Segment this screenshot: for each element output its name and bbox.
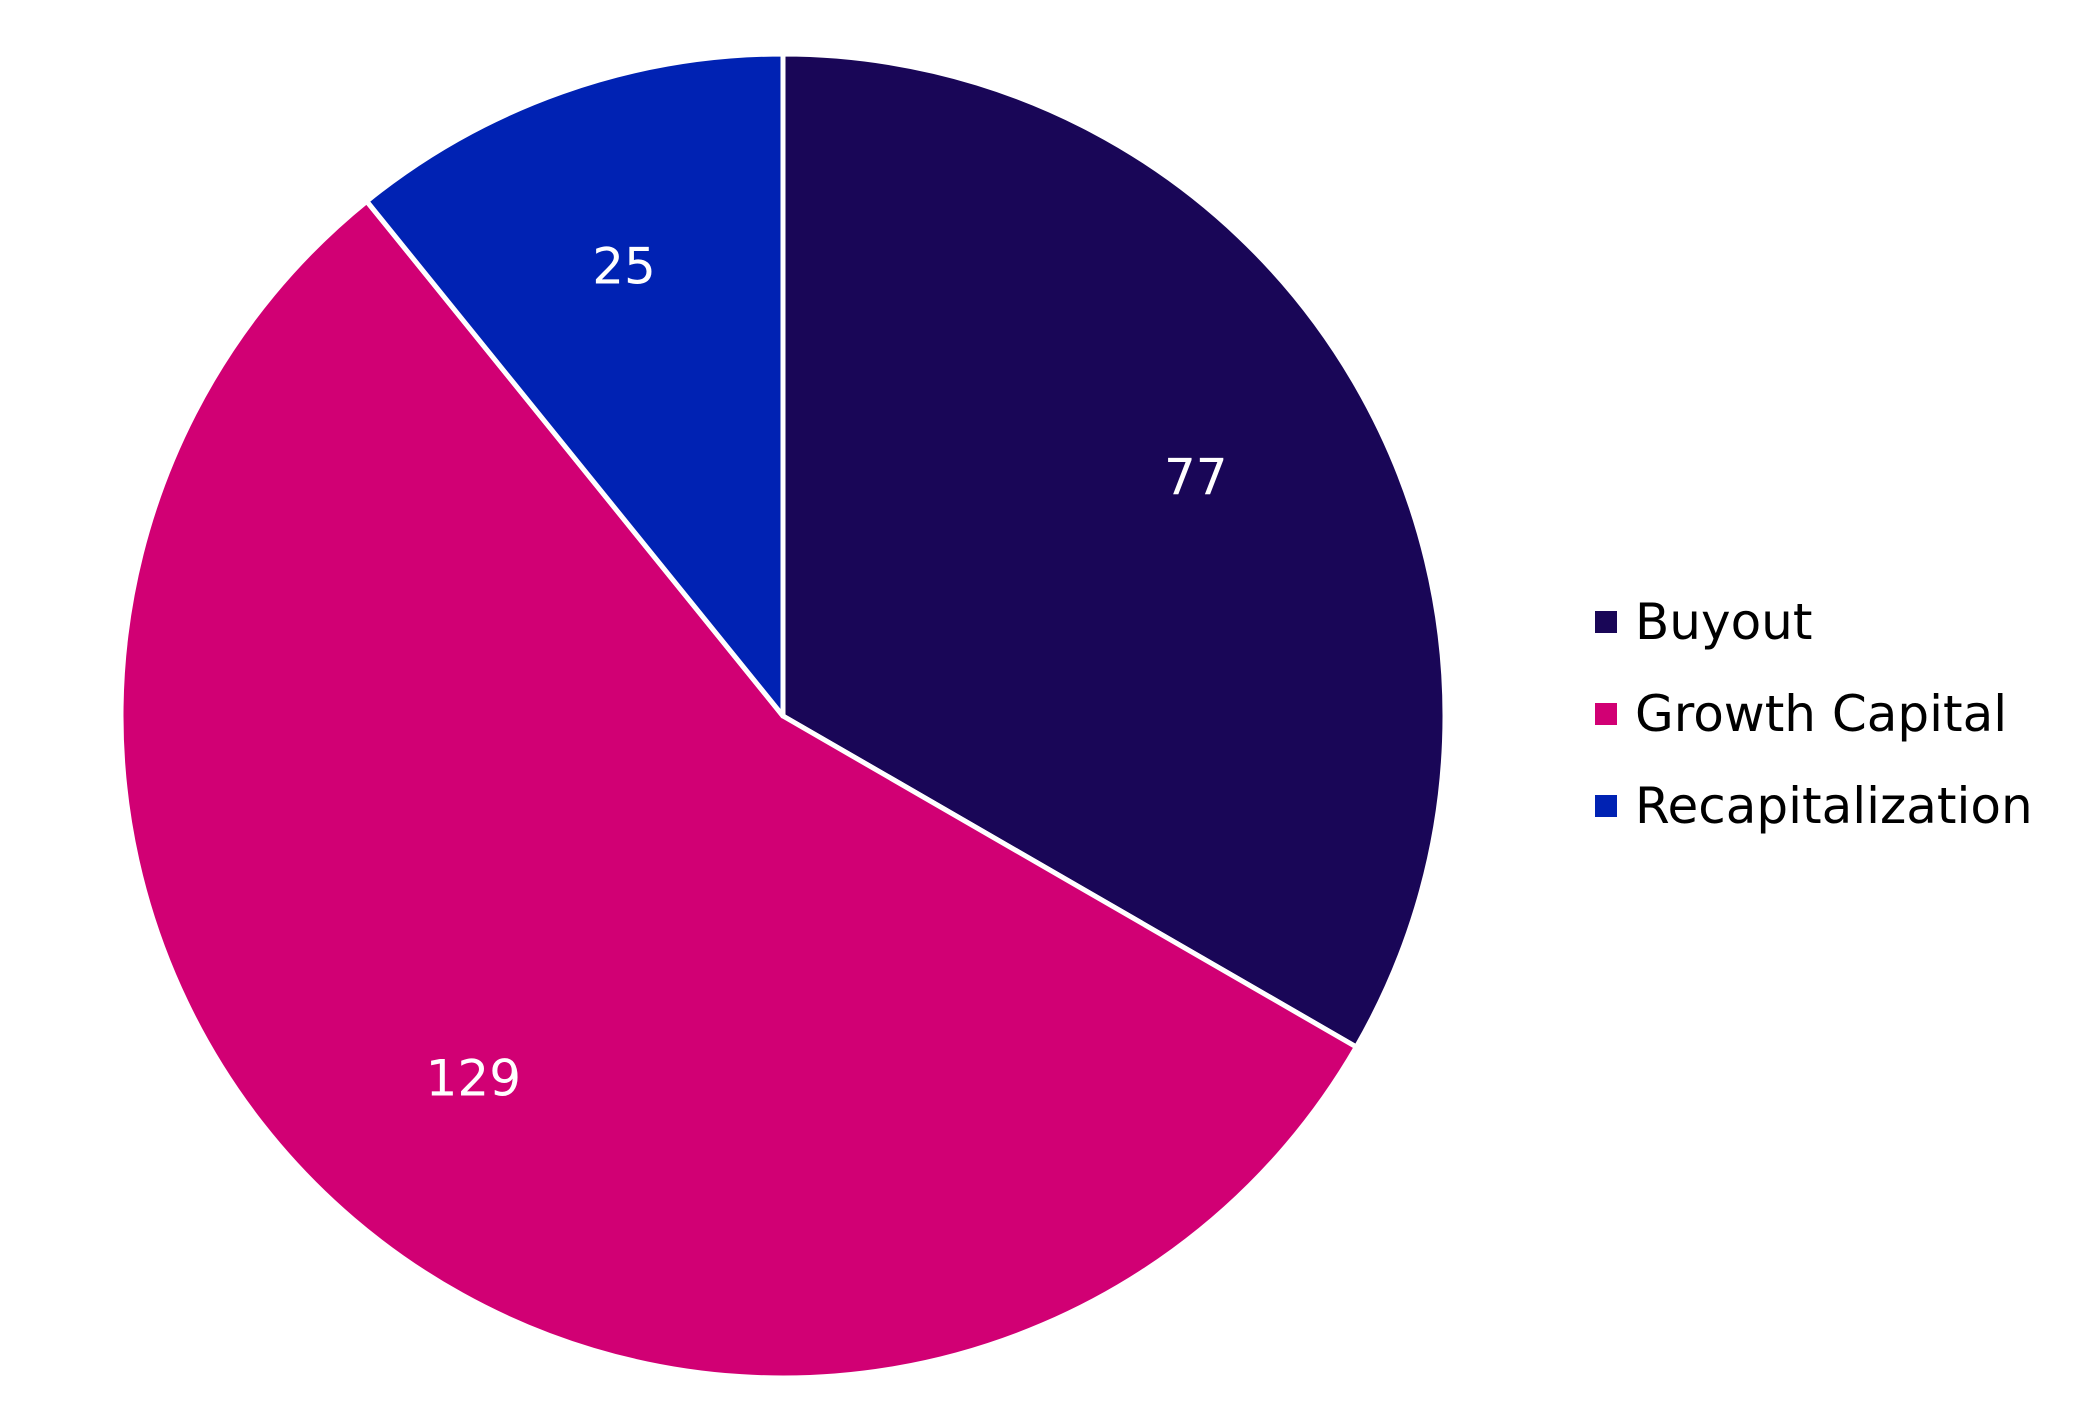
pie-data-labels: 77 129 25 (426, 238, 1228, 1108)
legend-swatch-growth-capital (1595, 703, 1617, 725)
pie-slice-buyout (780, 51, 1448, 1050)
legend-label-growth-capital: Growth Capital (1635, 685, 2007, 743)
pie-slices (118, 51, 1448, 1381)
data-label-recapitalization: 25 (592, 238, 656, 296)
legend-label-recapitalization: Recapitalization (1635, 777, 2033, 835)
data-label-growth-capital: 129 (426, 1049, 521, 1107)
legend-label-buyout: Buyout (1635, 593, 1812, 651)
legend-swatch-recapitalization (1595, 795, 1617, 817)
legend-swatch-buyout (1595, 611, 1617, 633)
pie-slice-recapitalization (364, 51, 786, 719)
data-label-buyout: 77 (1164, 449, 1228, 507)
pie-slice-growth-capital (118, 198, 1359, 1381)
legend: Buyout Growth Capital Recapitalization (1595, 593, 2033, 835)
